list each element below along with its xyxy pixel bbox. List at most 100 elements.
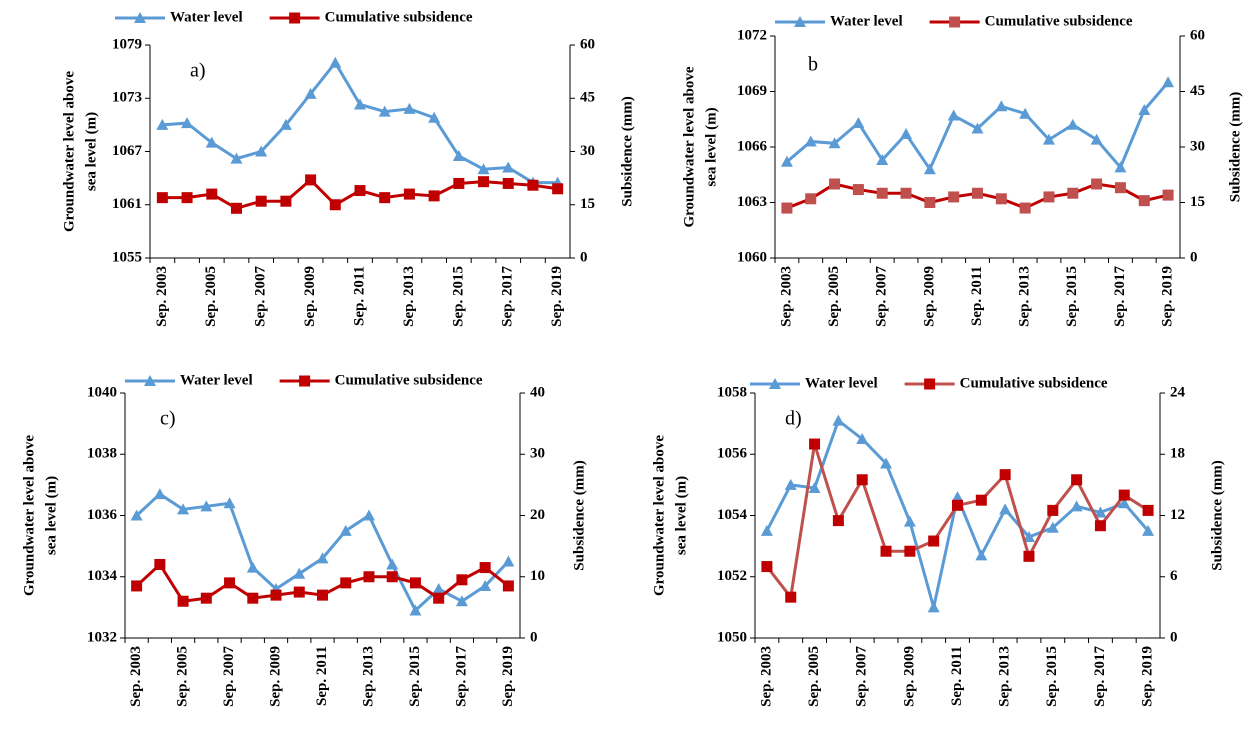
legend-label: Cumulative subsidence xyxy=(325,9,473,25)
marker-triangle xyxy=(354,98,366,110)
marker-square xyxy=(1067,187,1079,199)
marker-square xyxy=(900,187,912,199)
marker-square xyxy=(354,185,366,197)
marker-square xyxy=(305,174,317,186)
marker-triangle xyxy=(153,488,166,500)
y-tick-label: 1034 xyxy=(87,568,118,584)
marker-triangle xyxy=(951,491,964,503)
y-axis-label: Groundwater level above xyxy=(61,71,77,232)
marker-square xyxy=(1094,520,1106,532)
marker-square xyxy=(409,577,421,589)
marker-triangle xyxy=(923,163,936,175)
marker-triangle xyxy=(502,555,515,567)
x-tick-label: Sep. 2013 xyxy=(360,646,376,707)
x-tick-label: Sep. 2003 xyxy=(154,266,170,327)
marker-square xyxy=(972,187,983,199)
marker-triangle xyxy=(880,457,893,469)
marker-triangle xyxy=(900,128,913,140)
marker-triangle xyxy=(975,549,988,561)
marker-square xyxy=(876,187,888,199)
y2-axis-label: Subsidence (mm) xyxy=(1227,92,1243,202)
marker-square xyxy=(1071,474,1083,486)
x-tick-label: Sep. 2019 xyxy=(500,646,516,707)
x-tick-label: Sep. 2009 xyxy=(921,266,937,327)
chart-panel: 1060 1063 1066 1069 1072 0 15 30 45 60 Sep. 2003 Se… xyxy=(681,13,1243,326)
y-tick-label: 1063 xyxy=(737,194,767,210)
marker-triangle xyxy=(1046,521,1059,533)
x-tick-label: Sep. 2019 xyxy=(1160,266,1176,327)
marker-square xyxy=(781,202,793,214)
y-axis-label: sea level (m) xyxy=(83,112,99,191)
y-axis-label: sea level (m) xyxy=(43,476,59,555)
y2-tick-label: 30 xyxy=(1190,138,1205,154)
marker-triangle xyxy=(794,16,806,27)
y2-tick-label: 15 xyxy=(1190,194,1205,210)
marker-triangle xyxy=(329,56,342,68)
y-axis-label: sea level (m) xyxy=(673,476,689,555)
marker-triangle xyxy=(1019,107,1032,119)
y2-tick-label: 60 xyxy=(580,36,595,52)
y2-tick-label: 0 xyxy=(1170,629,1178,645)
y2-axis-label: Subsidence (mm) xyxy=(1209,460,1225,570)
marker-triangle xyxy=(477,163,490,175)
marker-triangle xyxy=(999,503,1012,515)
marker-square xyxy=(255,195,267,207)
x-tick-label: Sep. 2013 xyxy=(997,646,1013,707)
marker-square xyxy=(299,375,311,387)
marker-square xyxy=(1138,195,1150,207)
marker-triangle xyxy=(428,111,441,123)
marker-triangle xyxy=(205,136,218,148)
y2-axis-label: Subsidence (mm) xyxy=(619,96,635,206)
marker-square xyxy=(852,184,864,196)
series-line xyxy=(765,443,1149,601)
y-tick-label: 1061 xyxy=(112,196,142,212)
marker-square xyxy=(805,193,817,205)
legend-label: Cumulative subsidence xyxy=(960,375,1108,391)
y-tick-label: 1072 xyxy=(737,27,767,43)
x-tick-label: Sep. 2011 xyxy=(314,646,330,706)
x-tick-label: Sep. 2019 xyxy=(549,266,565,327)
marker-triangle xyxy=(971,122,984,134)
x-tick-label: Sep. 2005 xyxy=(806,646,822,707)
marker-square xyxy=(340,577,352,589)
marker-triangle xyxy=(452,149,465,161)
panel-label: c) xyxy=(160,408,176,430)
marker-triangle xyxy=(246,561,259,573)
marker-triangle xyxy=(808,481,821,493)
marker-triangle xyxy=(386,558,399,570)
marker-triangle xyxy=(832,414,845,426)
y-tick-label: 1055 xyxy=(112,249,142,265)
y-tick-label: 1073 xyxy=(112,90,142,106)
marker-square xyxy=(1047,504,1059,516)
marker-square xyxy=(928,535,940,547)
x-tick-label: Sep. 2015 xyxy=(450,266,466,327)
marker-triangle xyxy=(828,137,841,149)
legend-label: Water level xyxy=(805,375,878,391)
marker-square xyxy=(552,183,564,195)
marker-triangle xyxy=(1162,76,1175,88)
marker-square xyxy=(156,192,168,204)
marker-square xyxy=(177,595,189,607)
marker-square xyxy=(200,592,212,604)
marker-square xyxy=(154,559,166,570)
marker-square xyxy=(924,378,936,390)
marker-square xyxy=(1091,178,1103,190)
marker-triangle xyxy=(804,135,817,147)
y-tick-label: 1069 xyxy=(737,83,767,99)
y2-tick-label: 45 xyxy=(1190,83,1205,99)
x-tick-label: Sep. 2013 xyxy=(401,266,417,327)
marker-square xyxy=(363,571,375,583)
marker-square xyxy=(527,179,539,191)
y-tick-label: 1056 xyxy=(717,446,748,462)
marker-square xyxy=(832,515,844,527)
marker-square xyxy=(317,589,328,601)
marker-triangle xyxy=(769,378,781,389)
y-tick-label: 1058 xyxy=(717,384,747,400)
marker-square xyxy=(428,190,440,202)
marker-triangle xyxy=(293,567,306,579)
marker-triangle xyxy=(1114,161,1127,173)
marker-square xyxy=(379,192,391,204)
marker-square xyxy=(479,562,491,574)
marker-square xyxy=(785,591,797,603)
